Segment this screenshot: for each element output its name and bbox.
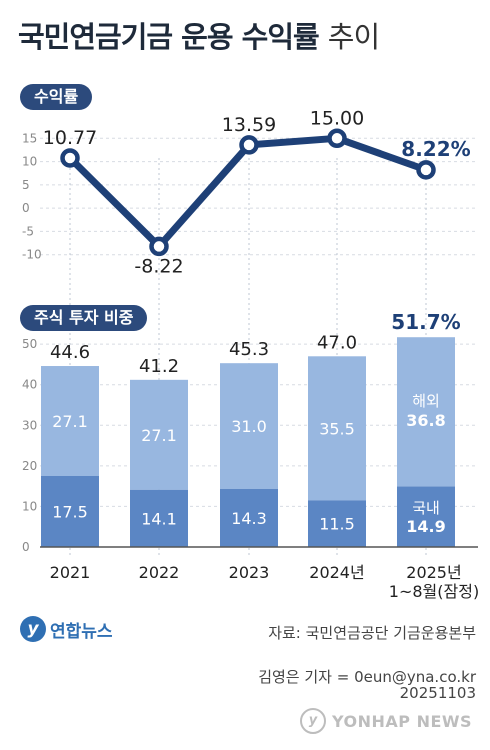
x-tick-label-2-0: 2023	[229, 563, 270, 582]
return-label-4: 8.22%	[401, 137, 470, 161]
return-label-2: 13.59	[222, 114, 276, 136]
return-label-3: 15.00	[310, 107, 364, 129]
return-point-2	[239, 135, 259, 155]
yonhap-watermark: y YONHAP NEWS	[300, 708, 472, 734]
bar-overseas-4	[397, 337, 455, 487]
section-label-stock-share: 주식 투자 비중	[20, 305, 148, 331]
bar-y-tick-2: 30	[22, 418, 37, 432]
bar-overseas-label-3: 35.5	[319, 419, 355, 438]
line-y-tick-3: 0	[22, 201, 30, 215]
bar-total-label-4: 51.7%	[391, 310, 460, 334]
return-point-4	[416, 160, 436, 180]
x-tick-label-4-1: 1~8월(잠정)	[389, 582, 479, 601]
bar-y-tick-0: 50	[22, 337, 37, 351]
bar-overseas-name-4: 해외	[412, 392, 440, 410]
title-light: 추이	[327, 20, 380, 54]
x-tick-label-1-0: 2022	[139, 563, 180, 582]
yonhap-logo-text: 연합뉴스	[50, 621, 113, 642]
bar-overseas-3	[308, 356, 366, 501]
line-y-tick-5: -10	[22, 248, 42, 262]
bar-total-label-1: 41.2	[139, 356, 179, 377]
bar-total-label-0: 44.6	[50, 342, 90, 363]
bar-domestic-2	[220, 488, 278, 547]
bar-overseas-2	[220, 363, 278, 489]
bar-total-label-2: 45.3	[229, 339, 269, 360]
return-point-1	[149, 236, 169, 257]
source-note: 자료: 국민연금공단 기금운용본부	[268, 624, 476, 642]
bar-domestic-4	[397, 486, 455, 547]
bar-y-tick-3: 20	[22, 459, 37, 473]
bar-overseas-1	[130, 379, 188, 490]
line-y-tick-0: 15	[22, 131, 37, 145]
line-y-tick-4: -5	[22, 224, 34, 238]
bar-overseas-label-4: 36.8	[406, 411, 445, 430]
bar-domestic-label-2: 14.3	[231, 509, 267, 528]
reporter-credit: 김영은 기자 = 0eun@yna.co.kr	[258, 668, 476, 686]
chart-title: 국민연금기금 운용 수익률 추이	[18, 14, 380, 56]
bar-total-label-3: 47.0	[317, 332, 357, 353]
bar-domestic-0	[41, 475, 99, 547]
bar-overseas-label-2: 31.0	[231, 417, 267, 436]
bar-domestic-name-4: 국내	[412, 499, 440, 517]
return-point-0	[60, 148, 80, 168]
x-tick-label-3-0: 2024년	[309, 563, 364, 582]
bar-overseas-label-0: 27.1	[52, 412, 88, 431]
bar-domestic-1	[130, 489, 188, 547]
return-label-1: -8.22	[134, 255, 183, 277]
bar-y-tick-5: 0	[22, 540, 30, 554]
watermark-text: YONHAP NEWS	[332, 711, 473, 731]
return-label-0: 10.77	[43, 127, 97, 149]
x-tick-label-4-0: 2025년	[406, 563, 461, 582]
yonhap-logo: y 연합뉴스	[20, 616, 113, 642]
title-main: 국민연금기금 운용 수익률	[18, 20, 320, 54]
publish-date: 20251103	[399, 684, 476, 702]
bar-y-tick-1: 40	[22, 378, 37, 392]
line-y-tick-2: 5	[22, 178, 30, 192]
bar-domestic-label-3: 11.5	[319, 515, 355, 534]
bar-domestic-label-0: 17.5	[52, 502, 88, 521]
bar-y-tick-4: 10	[22, 499, 37, 513]
x-tick-label-0-0: 2021	[50, 563, 91, 582]
bar-domestic-label-4: 14.9	[406, 517, 445, 536]
return-point-3	[327, 128, 347, 149]
section-label-return: 수익률	[20, 84, 93, 110]
watermark-mark: y	[300, 708, 326, 734]
bar-domestic-3	[308, 500, 366, 547]
bar-overseas-label-1: 27.1	[141, 426, 177, 445]
line-y-tick-1: 10	[22, 155, 37, 169]
yonhap-logo-mark: y	[20, 616, 46, 642]
bar-overseas-0	[41, 366, 99, 476]
bar-domestic-label-1: 14.1	[141, 509, 177, 528]
